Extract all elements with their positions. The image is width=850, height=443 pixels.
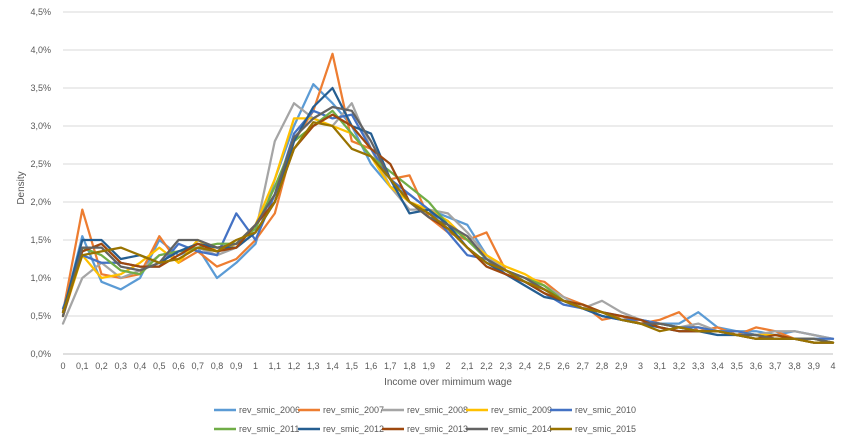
x-tick-label: 0,4: [134, 361, 147, 371]
x-tick-label: 3,4: [711, 361, 724, 371]
x-tick-label: 0,9: [230, 361, 243, 371]
legend-label: rev_smic_2007: [323, 405, 384, 415]
legend-item: rev_smic_2009: [466, 405, 552, 415]
legend-label: rev_smic_2014: [491, 424, 552, 434]
x-tick-label: 3,9: [807, 361, 820, 371]
x-tick-label: 3,2: [673, 361, 686, 371]
legend-label: rev_smic_2009: [491, 405, 552, 415]
x-tick-label: 2,2: [480, 361, 493, 371]
x-tick-label: 2,8: [596, 361, 609, 371]
x-tick-label: 2,1: [461, 361, 474, 371]
x-tick-label: 1,3: [307, 361, 320, 371]
x-tick-label: 3,3: [692, 361, 705, 371]
x-tick-label: 3,8: [788, 361, 801, 371]
y-tick-label: 0,5%: [30, 311, 51, 321]
y-tick-label: 1,5%: [30, 235, 51, 245]
x-tick-label: 1,6: [365, 361, 378, 371]
x-tick-label: 3,7: [769, 361, 782, 371]
legend-item: rev_smic_2014: [466, 424, 552, 434]
legend-item: rev_smic_2013: [382, 424, 468, 434]
x-tick-label: 0,2: [95, 361, 108, 371]
legend-label: rev_smic_2013: [407, 424, 468, 434]
legend-item: rev_smic_2006: [214, 405, 300, 415]
y-tick-label: 4,0%: [30, 45, 51, 55]
legend-label: rev_smic_2015: [575, 424, 636, 434]
x-axis-title: Income over mimimum wage: [384, 377, 512, 388]
x-tick-label: 1,2: [288, 361, 301, 371]
x-tick-label: 0,6: [172, 361, 185, 371]
legend-label: rev_smic_2011: [239, 424, 299, 434]
legend-item: rev_smic_2015: [550, 424, 636, 434]
y-tick-label: 3,0%: [30, 121, 51, 131]
y-tick-label: 4,5%: [30, 7, 51, 17]
y-tick-label: 1,0%: [30, 273, 51, 283]
legend-label: rev_smic_2006: [239, 405, 300, 415]
series-lines: [61, 52, 835, 344]
legend-label: rev_smic_2010: [575, 405, 636, 415]
x-tick-label: 3: [638, 361, 643, 371]
x-tick-label: 3,6: [750, 361, 763, 371]
x-axis-tick-labels: 0 0,1 0,2 0,3 0,4 0,5 0,6 0,7 0,8 0,9 1 1,1 1,2 1,3 1,…: [60, 361, 835, 371]
x-tick-label: 2,4: [519, 361, 532, 371]
legend-item: rev_smic_2011: [214, 424, 299, 434]
y-tick-label: 2,5%: [30, 159, 51, 169]
x-tick-label: 0: [60, 361, 65, 371]
x-tick-label: 0,7: [191, 361, 204, 371]
x-tick-label: 2,9: [615, 361, 628, 371]
x-tick-label: 3,5: [730, 361, 743, 371]
legend-label: rev_smic_2012: [323, 424, 384, 434]
series-line-rev-smic-2015: [61, 121, 835, 344]
x-tick-label: 2,5: [538, 361, 551, 371]
x-tick-label: 3,1: [653, 361, 666, 371]
y-tick-label: 2,0%: [30, 197, 51, 207]
x-tick-label: 1,7: [384, 361, 397, 371]
x-tick-label: 1,4: [326, 361, 339, 371]
x-tick-label: 2: [445, 361, 450, 371]
y-axis-title: Density: [16, 171, 27, 204]
legend: rev_smic_2006 rev_smic_2007 rev_smic_2008 r…: [214, 405, 636, 434]
x-tick-label: 0,8: [211, 361, 224, 371]
legend-item: rev_smic_2008: [382, 405, 468, 415]
legend-item: rev_smic_2007: [298, 405, 384, 415]
legend-item: rev_smic_2010: [550, 405, 636, 415]
x-tick-label: 2,7: [576, 361, 589, 371]
x-tick-label: 1,5: [345, 361, 358, 371]
legend-label: rev_smic_2008: [407, 405, 468, 415]
x-tick-label: 1: [253, 361, 258, 371]
x-tick-label: 0,1: [76, 361, 89, 371]
x-tick-label: 0,5: [153, 361, 166, 371]
x-tick-label: 1,8: [403, 361, 416, 371]
x-tick-label: 1,1: [268, 361, 281, 371]
x-tick-label: 2,3: [499, 361, 512, 371]
legend-item: rev_smic_2012: [298, 424, 384, 434]
x-tick-label: 1,9: [422, 361, 435, 371]
x-tick-label: 4: [830, 361, 835, 371]
y-tick-label: 3,5%: [30, 83, 51, 93]
x-tick-label: 0,3: [114, 361, 127, 371]
y-axis-tick-labels: 0,0% 0,5% 1,0% 1,5% 2,0% 2,5% 3,0% 3,5% 4,0% 4,5%: [30, 7, 51, 359]
x-tick-label: 2,6: [557, 361, 570, 371]
y-tick-label: 0,0%: [30, 349, 51, 359]
